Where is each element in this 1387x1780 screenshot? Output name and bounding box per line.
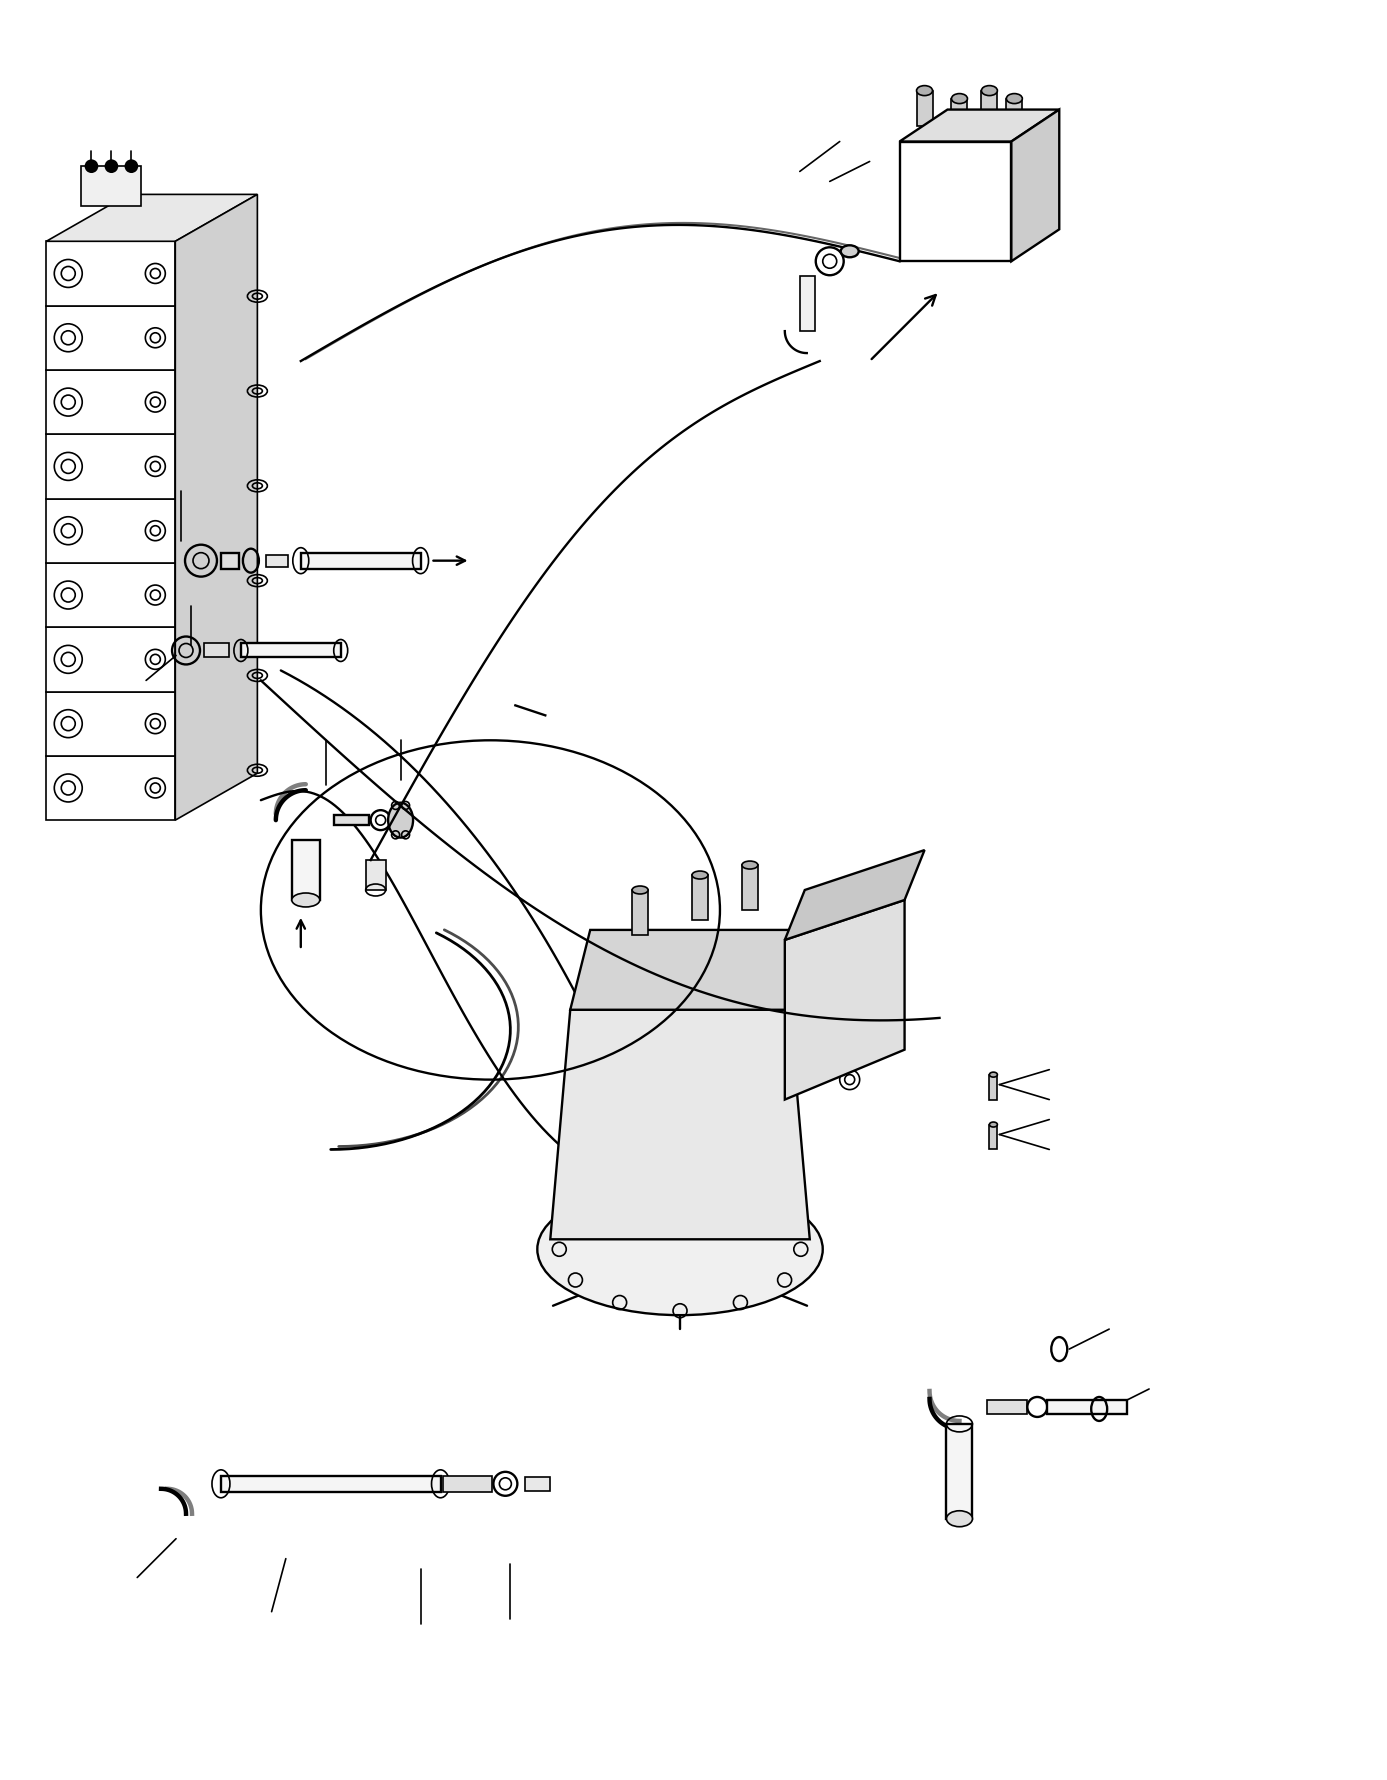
- Ellipse shape: [537, 1184, 822, 1315]
- Circle shape: [105, 162, 118, 173]
- Bar: [366, 860, 386, 890]
- Ellipse shape: [692, 872, 707, 879]
- Ellipse shape: [951, 94, 968, 105]
- Polygon shape: [46, 628, 175, 692]
- Bar: [800, 278, 814, 331]
- Polygon shape: [46, 756, 175, 821]
- Ellipse shape: [632, 886, 648, 895]
- Ellipse shape: [917, 87, 932, 96]
- Ellipse shape: [291, 894, 320, 908]
- Polygon shape: [46, 196, 258, 242]
- Ellipse shape: [388, 803, 413, 838]
- Ellipse shape: [989, 1123, 997, 1127]
- Polygon shape: [46, 370, 175, 434]
- Bar: [82, 167, 141, 206]
- Bar: [989, 1075, 997, 1100]
- Bar: [204, 644, 229, 659]
- Polygon shape: [46, 692, 175, 756]
- Bar: [988, 1401, 1028, 1413]
- Polygon shape: [1011, 110, 1060, 262]
- Bar: [334, 815, 369, 826]
- Ellipse shape: [841, 246, 859, 258]
- Polygon shape: [46, 434, 175, 498]
- Polygon shape: [900, 110, 1060, 142]
- Bar: [526, 1477, 551, 1492]
- Circle shape: [125, 162, 137, 173]
- Polygon shape: [570, 931, 810, 1011]
- Bar: [241, 644, 341, 659]
- Bar: [1007, 100, 1022, 135]
- Bar: [946, 1424, 972, 1518]
- Bar: [951, 100, 968, 135]
- Polygon shape: [46, 242, 175, 306]
- Ellipse shape: [742, 862, 757, 870]
- Polygon shape: [785, 901, 904, 1100]
- Ellipse shape: [989, 1073, 997, 1077]
- Circle shape: [523, 703, 538, 719]
- Bar: [632, 890, 648, 934]
- Polygon shape: [46, 306, 175, 370]
- Polygon shape: [46, 564, 175, 628]
- Bar: [221, 1476, 441, 1492]
- Bar: [917, 91, 932, 126]
- Circle shape: [86, 162, 97, 173]
- Polygon shape: [46, 498, 175, 564]
- Polygon shape: [900, 142, 1011, 262]
- Bar: [742, 865, 757, 910]
- Bar: [291, 840, 320, 901]
- Bar: [989, 1125, 997, 1150]
- Bar: [982, 91, 997, 126]
- Polygon shape: [175, 196, 258, 821]
- Bar: [1047, 1401, 1128, 1413]
- Ellipse shape: [1007, 94, 1022, 105]
- Polygon shape: [785, 851, 925, 940]
- Bar: [266, 555, 288, 568]
- Bar: [221, 554, 239, 570]
- Ellipse shape: [946, 1511, 972, 1527]
- Bar: [301, 554, 420, 570]
- Ellipse shape: [982, 87, 997, 96]
- Bar: [692, 876, 707, 920]
- Bar: [442, 1476, 492, 1492]
- Polygon shape: [551, 1011, 810, 1239]
